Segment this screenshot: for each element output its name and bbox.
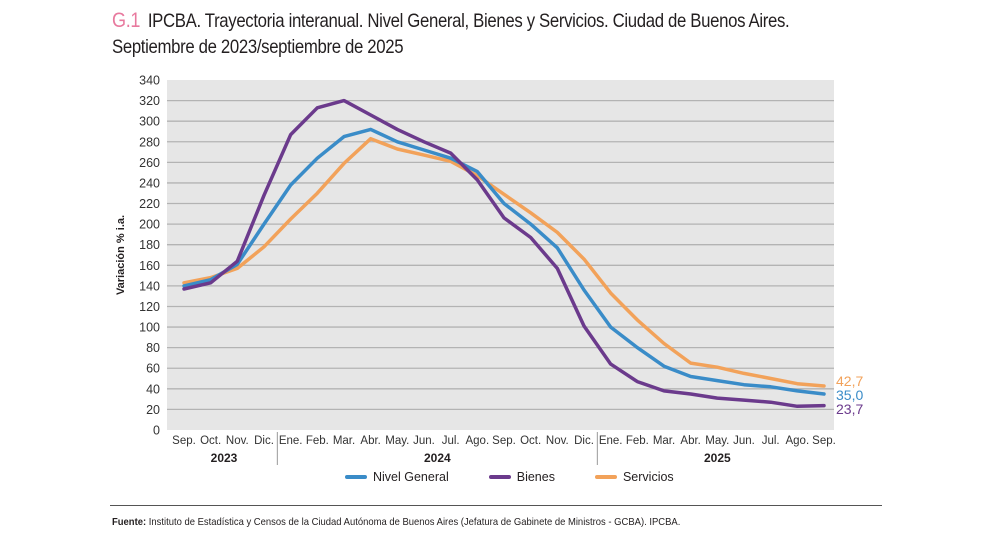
y-tick-label: 200 [139,218,160,232]
x-tick-label: Jul. [442,435,460,447]
x-tick-label: Sep. [492,435,516,447]
legend-swatch-bienes [488,475,511,479]
x-tick-label: Oct. [200,435,221,447]
source-text: Instituto de Estadística y Censos de la … [146,516,681,528]
x-tick-label: Ene. [279,435,303,447]
plot-area [167,80,834,430]
legend-label: Nivel General [373,470,449,484]
legend-swatch-servicios [594,475,617,479]
x-tick-label: Mar. [653,435,675,447]
chart-title-line1: IPCBA. Trayectoria interanual. Nivel Gen… [147,10,790,32]
x-tick-label: Sep. [812,435,836,447]
year-label: 2025 [704,451,731,465]
x-tick-label: Ago. [465,435,489,447]
y-tick-label: 180 [139,238,160,252]
end-label-bienes: 23,7 [836,401,863,417]
y-tick-label: 340 [139,74,160,88]
x-tick-label: Feb. [306,435,329,447]
x-tick-label: Jun. [733,435,755,447]
series-line-bienes [182,98,826,409]
x-tick-label: Jun. [413,435,435,447]
end-label-servicios: 42,7 [836,373,863,389]
chart-title-line2: Septiembre de 2023/septiembre de 2025 [112,36,404,58]
x-tick-label: Sep. [172,435,196,447]
x-tick-labels: Sep. Oct. Nov. Dic. Ene. Feb. Mar. Abr. May. Jun.… [172,435,836,447]
end-labels: 35,023,7 42,7 [836,373,863,417]
series-lines [182,98,826,409]
legend-item-nivel-general: Nivel General [345,470,449,484]
y-tick-label: 160 [139,259,160,273]
legend-swatch-nivel-general [345,475,367,479]
y-tick-label: 80 [146,341,160,355]
end-label-nivel-general: 35,0 [836,387,863,403]
x-tick-label: Oct. [520,435,541,447]
x-tick-label: Ago. [785,435,809,447]
x-tick-label: Dic. [254,435,274,447]
x-tick-label: Nov. [546,435,569,447]
x-tick-label: May. [705,435,729,447]
x-tick-label: Abr. [360,435,380,447]
y-tick-label: 280 [139,135,160,149]
x-tick-label: May. [385,435,409,447]
y-tick-label: 300 [139,115,160,129]
x-tick-label: Feb. [626,435,649,447]
year-label: 2024 [424,451,451,465]
legend-label: Servicios [622,470,674,484]
y-tick-label: 0 [153,424,160,438]
y-tick-label: 240 [139,176,160,190]
year-labels: 2023 2024 2025 [211,432,731,465]
series-line-servicios [182,136,826,388]
x-tick-label: Mar. [333,435,355,447]
x-tick-label: Jul. [762,435,780,447]
chart-code: G.1 [112,9,141,32]
x-tick-label: Abr. [680,435,700,447]
chart-title: G.1 IPCBA. Trayectoria interanual. Nivel… [112,8,817,60]
y-tick-label: 40 [146,382,160,396]
y-tick-label: 100 [139,321,160,335]
legend-item-servicios: Servicios [594,470,674,484]
y-tick-label: 140 [139,279,160,293]
y-tick-label: 220 [139,197,160,211]
source-note: Fuente: Instituto de Estadística y Censo… [112,516,680,528]
footer-divider [110,505,882,506]
legend-label: Bienes [516,470,555,484]
y-tick-label: 120 [139,300,160,314]
x-tick-label: Ene. [599,435,623,447]
year-label: 2023 [211,451,238,465]
legend-item-bienes: Bienes [488,470,555,484]
y-tick-label: 260 [139,156,160,170]
gridlines [167,99,834,411]
y-tick-label: 320 [139,94,160,108]
y-tick-label: 60 [146,362,160,376]
series-line-nivel-general [182,127,826,396]
x-tick-label: Dic. [574,435,594,447]
y-tick-labels: 0 20 40 60 80 100 120 140 160 180 200 220 240 260 280 3… [139,74,160,438]
legend: Nivel General Bienes Servicios [345,470,714,484]
y-tick-label: 20 [146,403,160,417]
x-tick-label: Nov. [226,435,249,447]
source-label: Fuente: [112,516,147,528]
